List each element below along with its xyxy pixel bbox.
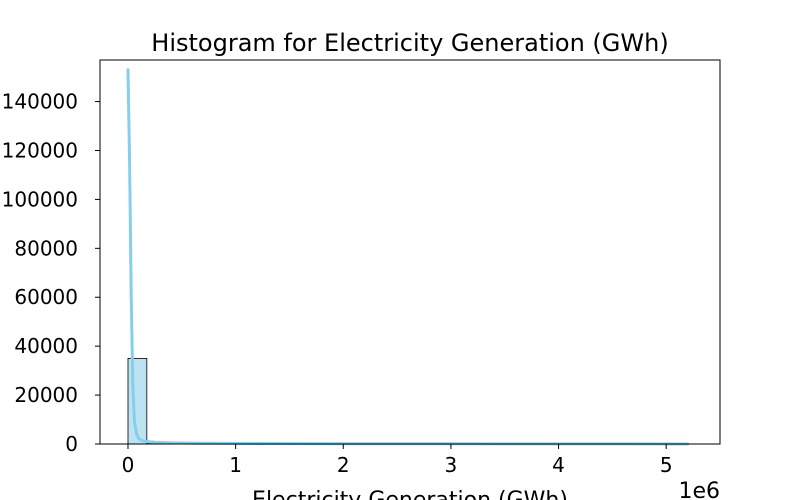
x-tick-label: 1 bbox=[229, 453, 242, 477]
chart-title: Histogram for Electricity Generation (GW… bbox=[151, 29, 668, 57]
y-tick-label: 80000 bbox=[14, 236, 78, 260]
y-tick-label: 0 bbox=[65, 432, 78, 456]
x-tick-label: 4 bbox=[552, 453, 565, 477]
kde-line bbox=[126, 68, 690, 446]
x-axis-offset-text: 1e6 bbox=[678, 479, 720, 500]
x-tick-label: 5 bbox=[660, 453, 673, 477]
plot-frame bbox=[99, 59, 721, 445]
y-tick-label: 20000 bbox=[14, 383, 78, 407]
y-tick-label: 40000 bbox=[14, 334, 78, 358]
x-tick-label: 3 bbox=[445, 453, 458, 477]
x-axis: 0 1 2 3 4 5 bbox=[122, 444, 673, 477]
kde-layer bbox=[126, 68, 690, 446]
x-axis-label: Electricity Generation (GWh) bbox=[252, 488, 568, 500]
y-tick-label: 100000 bbox=[2, 187, 78, 211]
y-tick-label: 60000 bbox=[14, 285, 78, 309]
x-tick-label: 0 bbox=[122, 453, 135, 477]
x-tick-label: 2 bbox=[337, 453, 350, 477]
y-tick-label: 140000 bbox=[2, 90, 78, 114]
y-axis: 0 20000 40000 60000 80000 100000 120000 140000 bbox=[2, 90, 100, 456]
y-tick-label: 120000 bbox=[2, 138, 78, 162]
